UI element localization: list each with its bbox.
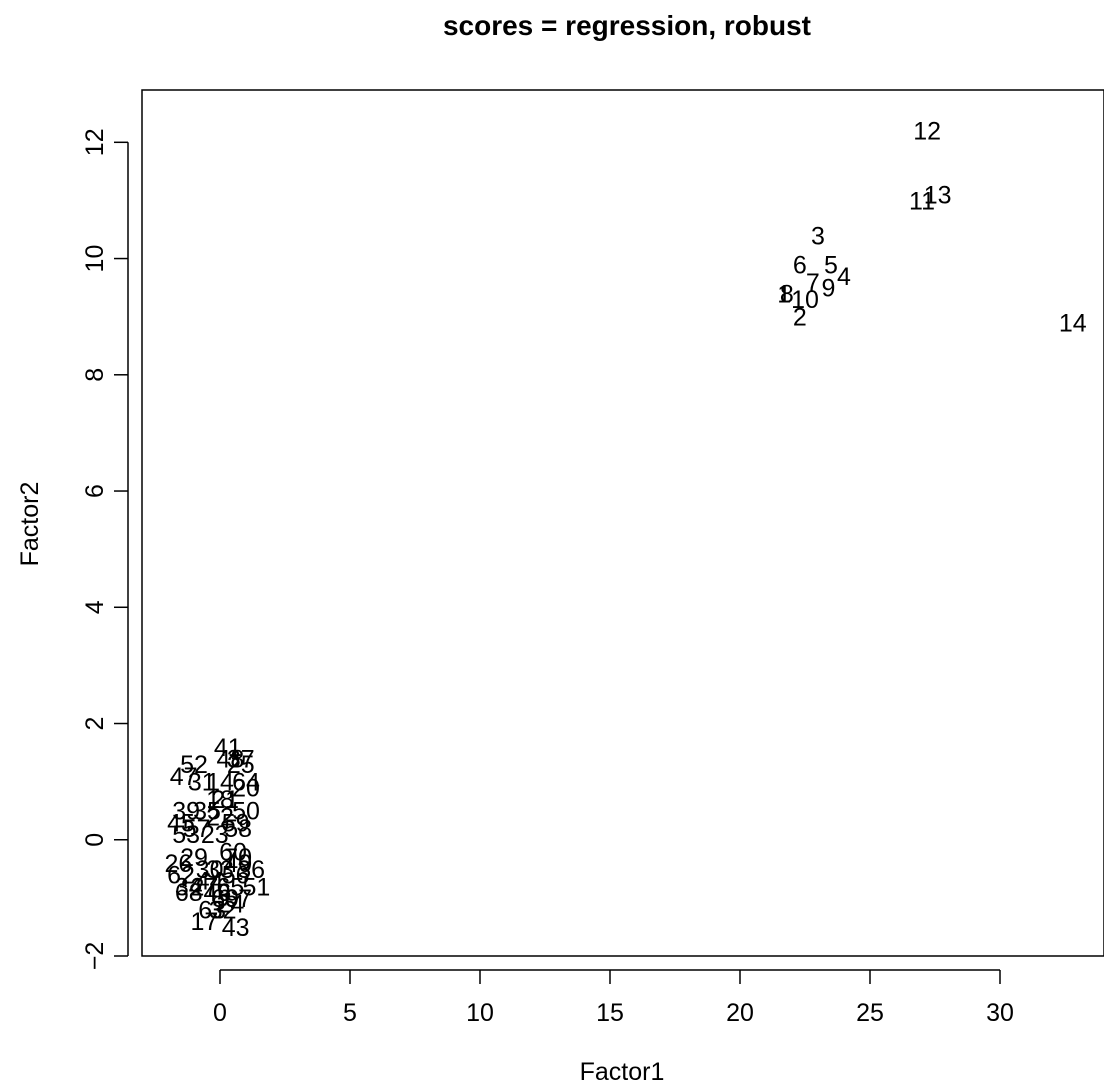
point-label: 56 <box>222 862 250 890</box>
point-label: 32 <box>209 897 237 925</box>
point-label: 60 <box>219 838 247 866</box>
point-label: 39 <box>172 798 200 826</box>
point-label: 23 <box>201 821 229 849</box>
y-tick-label: 0 <box>81 833 109 847</box>
y-axis: −2 0 2 4 6 8 10 12 <box>81 128 129 971</box>
point-label: 21 <box>211 786 239 814</box>
point-label: 58 <box>224 815 252 843</box>
y-tick-label: 4 <box>81 600 109 614</box>
y-tick-label: −2 <box>81 942 109 971</box>
point-label: 18 <box>206 786 234 814</box>
point-label: 10 <box>791 286 819 314</box>
point-label: 6 <box>793 251 807 279</box>
point-label: 1 <box>777 280 791 308</box>
point-label: 65 <box>216 873 244 901</box>
point-label: 4 <box>837 263 851 291</box>
y-tick-label: 2 <box>81 717 109 731</box>
x-axis-label: Factor1 <box>580 1058 665 1086</box>
point-label: 44 <box>196 867 224 895</box>
point-label: 67 <box>224 885 252 913</box>
point-label: 8 <box>780 280 794 308</box>
point-label: 35 <box>193 798 221 826</box>
point-label: 22 <box>206 804 234 832</box>
y-tick-label: 8 <box>81 368 109 382</box>
point-label: 40 <box>224 850 252 878</box>
point-label: 52 <box>180 751 208 779</box>
point-label: 9 <box>821 275 835 303</box>
y-tick-label: 10 <box>81 245 109 273</box>
y-axis-label: Factor2 <box>16 482 44 567</box>
point-label: 25 <box>227 751 255 779</box>
point-label: 69 <box>211 885 239 913</box>
point-label: 24 <box>216 891 244 919</box>
point-label: 68 <box>175 879 203 907</box>
point-label: 29 <box>180 844 208 872</box>
point-label: 43 <box>222 914 250 942</box>
point-label: 7 <box>806 269 820 297</box>
point-label: 14 <box>1059 309 1087 337</box>
point-label: 64 <box>232 769 260 797</box>
point-label: 46 <box>203 879 231 907</box>
point-label: 11 <box>909 187 935 215</box>
point-label: 5 <box>824 251 838 279</box>
point-label: 70 <box>224 844 252 872</box>
point-label: 47 <box>170 763 198 791</box>
point-label: 2 <box>793 304 807 332</box>
point-label: 27 <box>190 873 218 901</box>
point-label: 45 <box>167 809 195 837</box>
x-tick-label: 15 <box>596 999 624 1027</box>
x-tick-label: 25 <box>856 999 884 1027</box>
point-label: 3 <box>811 222 825 250</box>
point-label: 57 <box>183 815 211 843</box>
point-label: 30 <box>196 856 224 884</box>
y-tick-label: 6 <box>81 484 109 498</box>
point-label: 63 <box>198 897 226 925</box>
point-label: 20 <box>232 774 260 802</box>
chart-title: scores = regression, robust <box>443 10 811 41</box>
x-tick-label: 0 <box>213 999 227 1027</box>
point-label: 51 <box>242 873 270 901</box>
point-label: 62 <box>167 862 195 890</box>
plot-frame <box>141 89 1104 957</box>
point-label: 31 <box>188 769 216 797</box>
point-label: 17 <box>190 908 218 936</box>
point-label: 59 <box>222 809 250 837</box>
point-label: 37 <box>227 745 255 773</box>
x-tick-label: 5 <box>343 999 357 1027</box>
x-tick-label: 20 <box>726 999 754 1027</box>
point-label: 50 <box>232 798 260 826</box>
point-label: 41 <box>214 734 242 762</box>
point-label: 34 <box>175 873 203 901</box>
point-label: 26 <box>164 850 192 878</box>
y-tick-label: 12 <box>81 128 109 156</box>
point-label: 14 <box>206 769 234 797</box>
x-tick-label: 30 <box>986 999 1014 1027</box>
x-axis: 0 5 10 15 20 25 30 <box>213 969 1014 1027</box>
point-label: 53 <box>172 821 200 849</box>
point-label: 48 <box>216 745 244 773</box>
point-label: 33 <box>206 856 234 884</box>
point-label: 12 <box>913 118 941 146</box>
point-label: 36 <box>237 856 265 884</box>
point-label: 13 <box>924 182 952 210</box>
x-tick-label: 10 <box>466 999 494 1027</box>
